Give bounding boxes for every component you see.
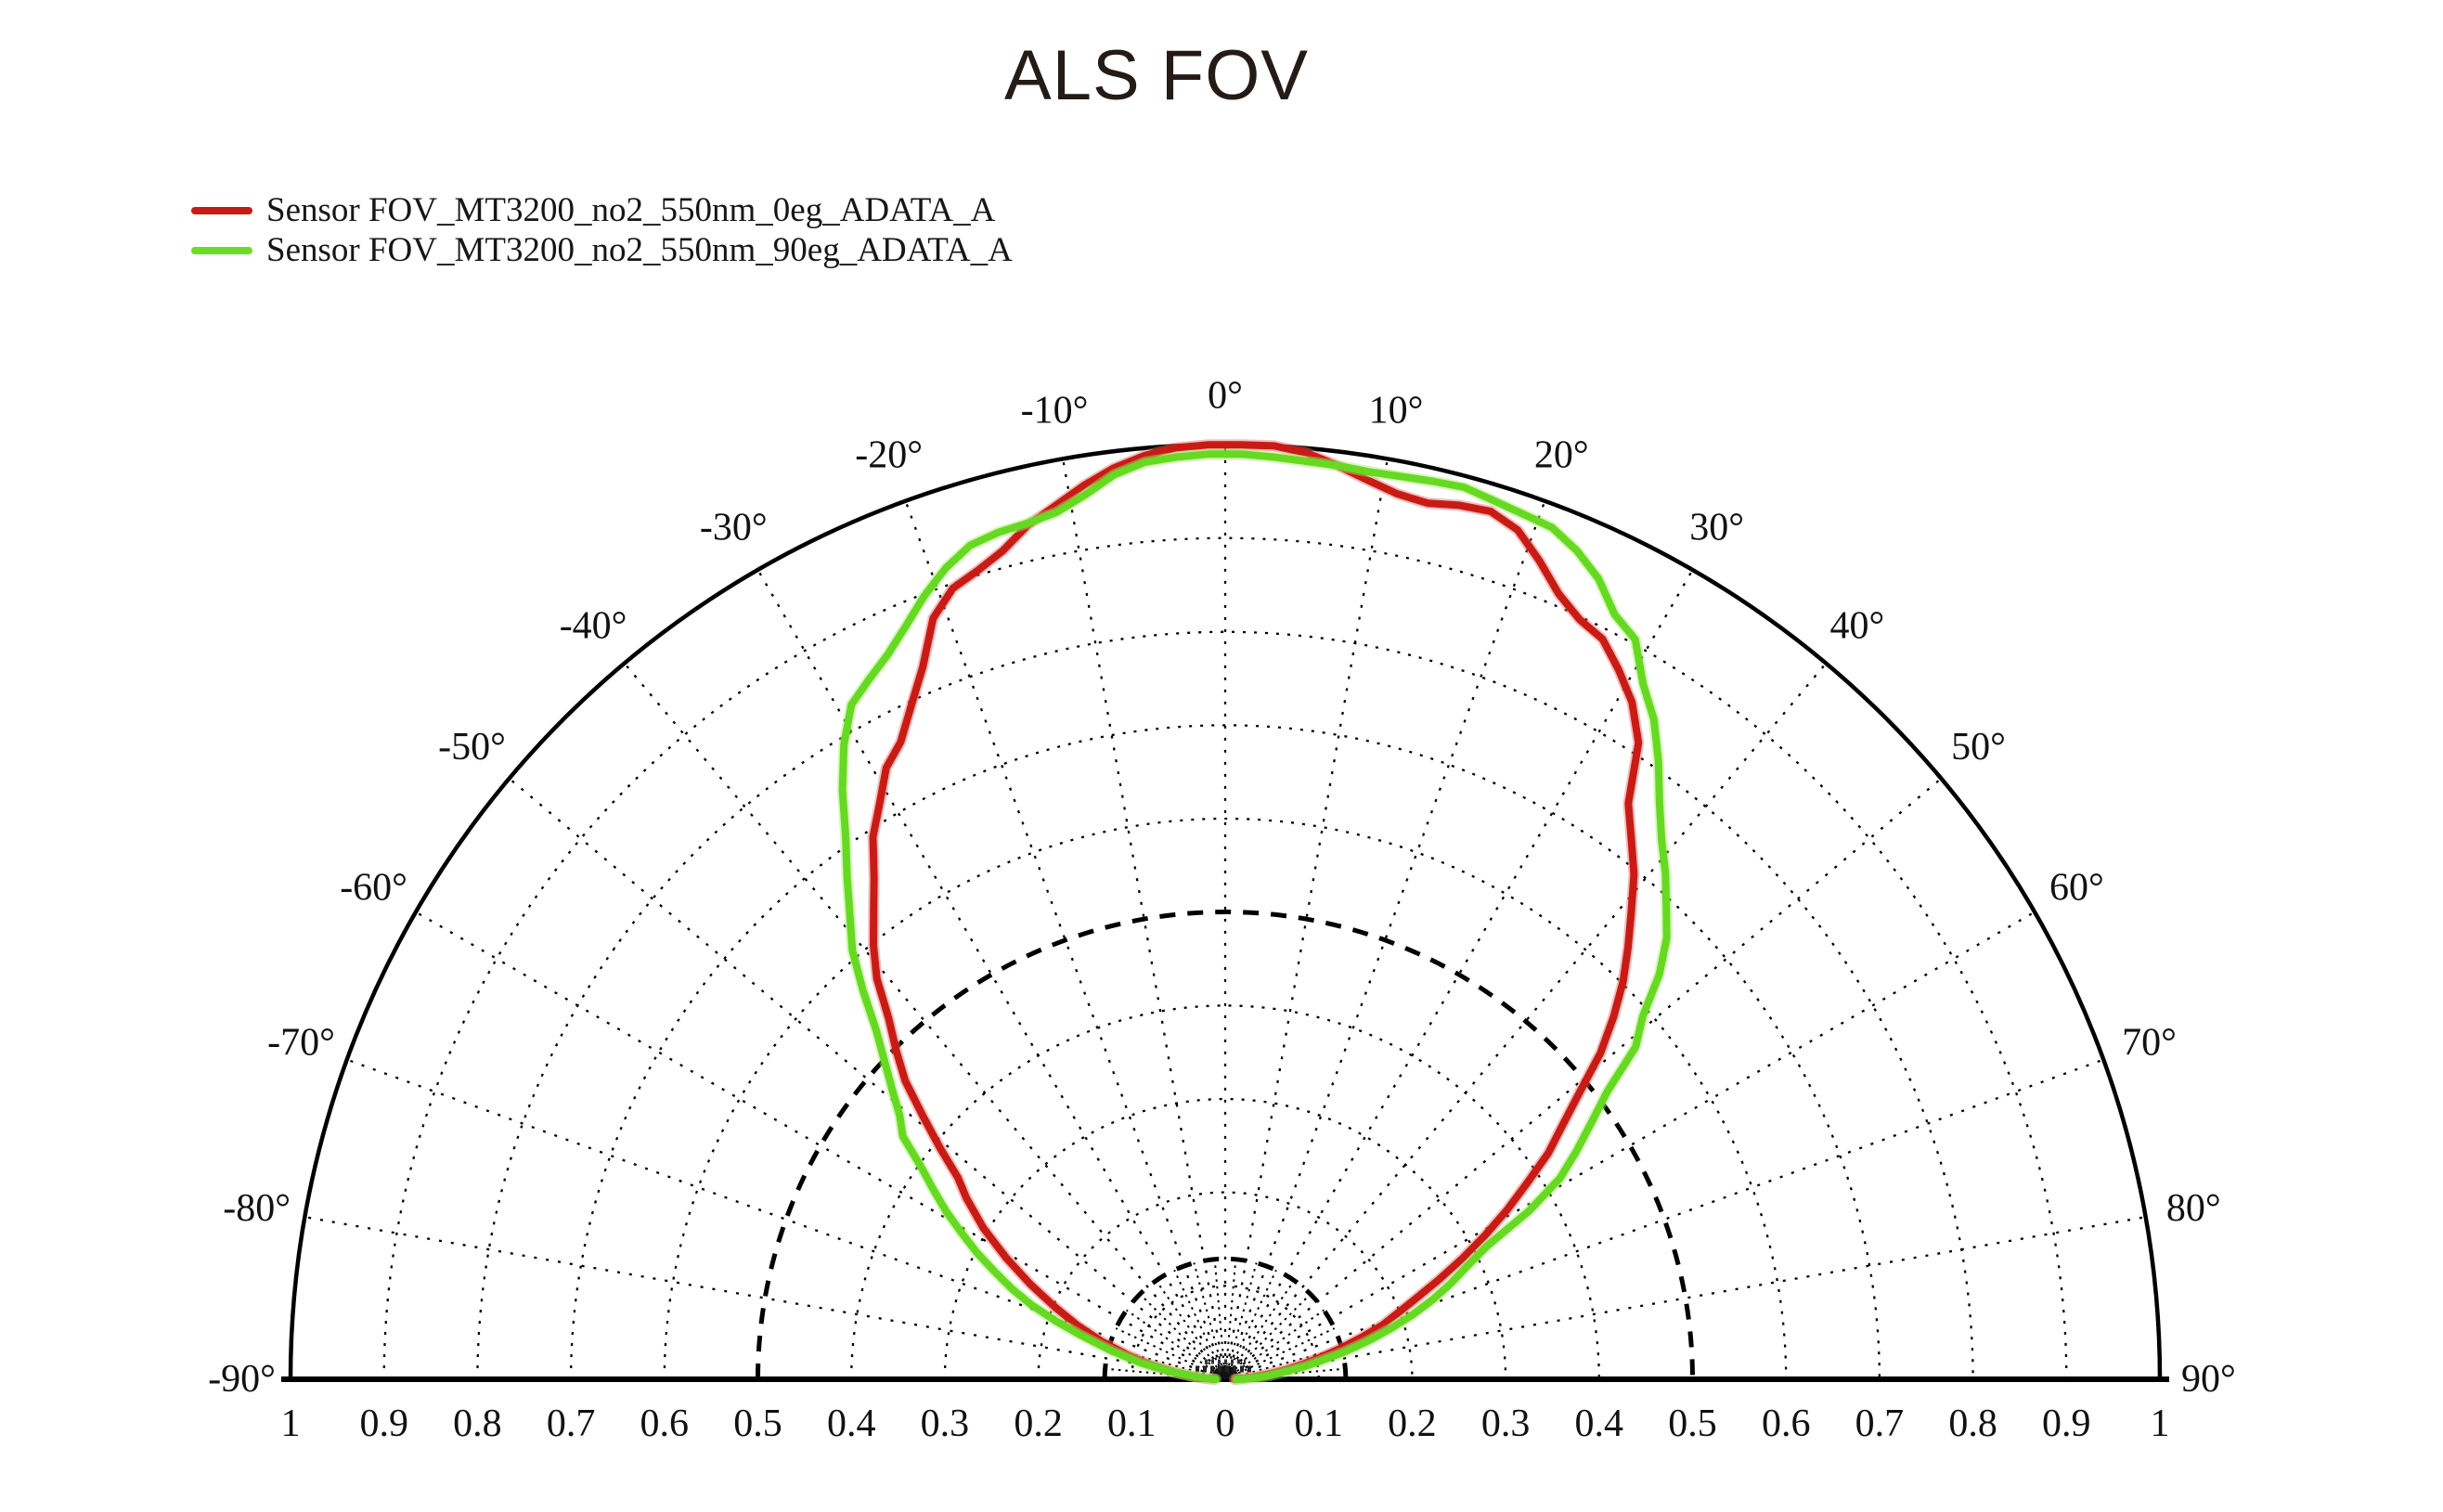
grid-spoke: [415, 911, 1217, 1375]
legend-item-label: Sensor FOV_MT3200_no2_550nm_0eg_ADATA_A: [266, 191, 996, 229]
radial-tick-label: 0.9: [2042, 1402, 2091, 1445]
angle-tick-label: -10°: [1021, 390, 1089, 433]
angle-tick-label: 50°: [1951, 726, 2006, 769]
grid-fan-spoke: [1229, 1293, 1312, 1376]
angle-tick-label: 90°: [2181, 1358, 2236, 1401]
grid-fan-spoke: [1231, 1327, 1336, 1377]
radial-tick-label: 0.5: [1668, 1402, 1717, 1445]
grid-fan-spoke: [1231, 1309, 1325, 1376]
radial-tick-label: 0: [1216, 1402, 1235, 1445]
angle-tick-labels: -90° -80° -70° -60° -50° -40° -30° -20° -10° 0° 10…: [208, 375, 2236, 1401]
legend-item: Sensor FOV_MT3200_no2_550nm_0eg_ADATA_A: [191, 190, 1013, 230]
grid-ring: [1131, 1285, 1320, 1380]
grid-spoke: [1234, 911, 2036, 1375]
grid-spoke: [623, 662, 1220, 1372]
angle-tick-label: -80°: [223, 1187, 291, 1230]
grid-spoke: [304, 1216, 1215, 1379]
radial-tick-label: 1: [2151, 1402, 2170, 1445]
angle-tick-label: -70°: [267, 1022, 335, 1065]
angle-tick-label: 0°: [1208, 375, 1243, 418]
grid-ring-bold: [1102, 1257, 1349, 1380]
radial-tick-label: 0.5: [733, 1402, 782, 1445]
grid-fan-spoke: [1224, 1259, 1237, 1373]
angle-tick-label: 40°: [1830, 605, 1885, 648]
grid-ring: [569, 724, 1881, 1380]
angle-tick-label: -20°: [855, 434, 923, 477]
angle-tick-label: -50°: [438, 726, 506, 769]
grid-ring: [663, 817, 1788, 1380]
grid-fan-spoke: [1228, 1280, 1296, 1374]
radial-tick-label: 0.4: [827, 1402, 876, 1445]
radial-tick-label: 0.3: [921, 1402, 970, 1445]
angle-tick-label: 30°: [1689, 507, 1744, 549]
grid-ring: [382, 536, 2068, 1380]
angle-tick-label: -60°: [340, 866, 407, 909]
grid-fan-spoke: [1126, 1309, 1220, 1376]
series-line-1: [838, 450, 1671, 1383]
series-line-0: [869, 441, 1643, 1383]
radial-tick-label: 0.7: [1855, 1402, 1905, 1445]
angle-tick-label: 70°: [2122, 1022, 2177, 1065]
radial-tick-label: 1: [281, 1402, 301, 1445]
angle-tick-label: 80°: [2166, 1187, 2221, 1230]
grid-fan-spoke: [1155, 1280, 1222, 1374]
grid-fan-spoke: [1193, 1262, 1224, 1373]
angle-tick-label: 60°: [2049, 866, 2104, 909]
grid-fan-spoke: [1108, 1347, 1219, 1378]
grid-fan-spoke: [1115, 1327, 1220, 1377]
radial-tick-label: 0.8: [1948, 1402, 1997, 1445]
grid-spoke: [1231, 662, 1828, 1372]
legend-swatch-red-line: [191, 206, 252, 214]
grid-spoke: [756, 569, 1221, 1371]
angle-tick-label: -30°: [700, 507, 768, 549]
radial-tick-label: 0.4: [1575, 1402, 1624, 1445]
angle-tick-label: 20°: [1534, 434, 1589, 477]
legend-swatch-green-line: [191, 246, 252, 254]
grid-fan-spoke: [1139, 1293, 1222, 1376]
grid-fan-spoke: [1227, 1269, 1277, 1374]
grid-fan-spoke: [1173, 1269, 1223, 1374]
radial-tick-labels: 1 0.9 0.8 0.7 0.6 0.5 0.4 0.3 0.2 0.1 0 0.1 0.2 0.3 0.…: [281, 1402, 2170, 1445]
radial-tick-label: 0.8: [453, 1402, 502, 1445]
angle-tick-label: -90°: [208, 1358, 276, 1401]
grid-spoke: [904, 500, 1222, 1370]
grid-fan-spoke: [1213, 1259, 1226, 1373]
radial-tick-label: 0.6: [640, 1402, 690, 1445]
grid-fan-spoke: [1226, 1262, 1258, 1373]
legend: Sensor FOV_MT3200_no2_550nm_0eg_ADATA_A …: [191, 190, 1013, 270]
radial-tick-label: 0.3: [1481, 1402, 1531, 1445]
radial-tick-label: 0.2: [1388, 1402, 1437, 1445]
grid-spoke: [1235, 1216, 2146, 1379]
angle-tick-label: 10°: [1369, 390, 1424, 433]
grid-spoke: [1234, 1058, 2104, 1376]
legend-item-label: Sensor FOV_MT3200_no2_550nm_90eg_ADATA_A: [266, 231, 1013, 269]
grid-ring: [1037, 1191, 1414, 1380]
angle-tick-label: -40°: [560, 605, 627, 648]
radial-tick-label: 0.6: [1762, 1402, 1811, 1445]
radial-tick-label: 0.2: [1014, 1402, 1063, 1445]
radial-tick-label: 0.7: [547, 1402, 596, 1445]
grid-fan-spoke: [1232, 1347, 1342, 1378]
polar-grid: [281, 442, 2169, 1382]
grid-ring-bold: [756, 910, 1695, 1380]
page-title: ALS FOV: [1004, 36, 1309, 115]
grid-spoke: [508, 777, 1218, 1374]
grid-ring: [943, 1097, 1507, 1380]
origin-hatch: [1196, 1359, 1255, 1379]
radial-tick-label: 0.1: [1107, 1402, 1157, 1445]
grid-fan-spoke: [1105, 1367, 1219, 1380]
radial-tick-label: 0.1: [1294, 1402, 1343, 1445]
radial-tick-label: 0.9: [359, 1402, 408, 1445]
legend-item: Sensor FOV_MT3200_no2_550nm_90eg_ADATA_A: [191, 230, 1013, 270]
